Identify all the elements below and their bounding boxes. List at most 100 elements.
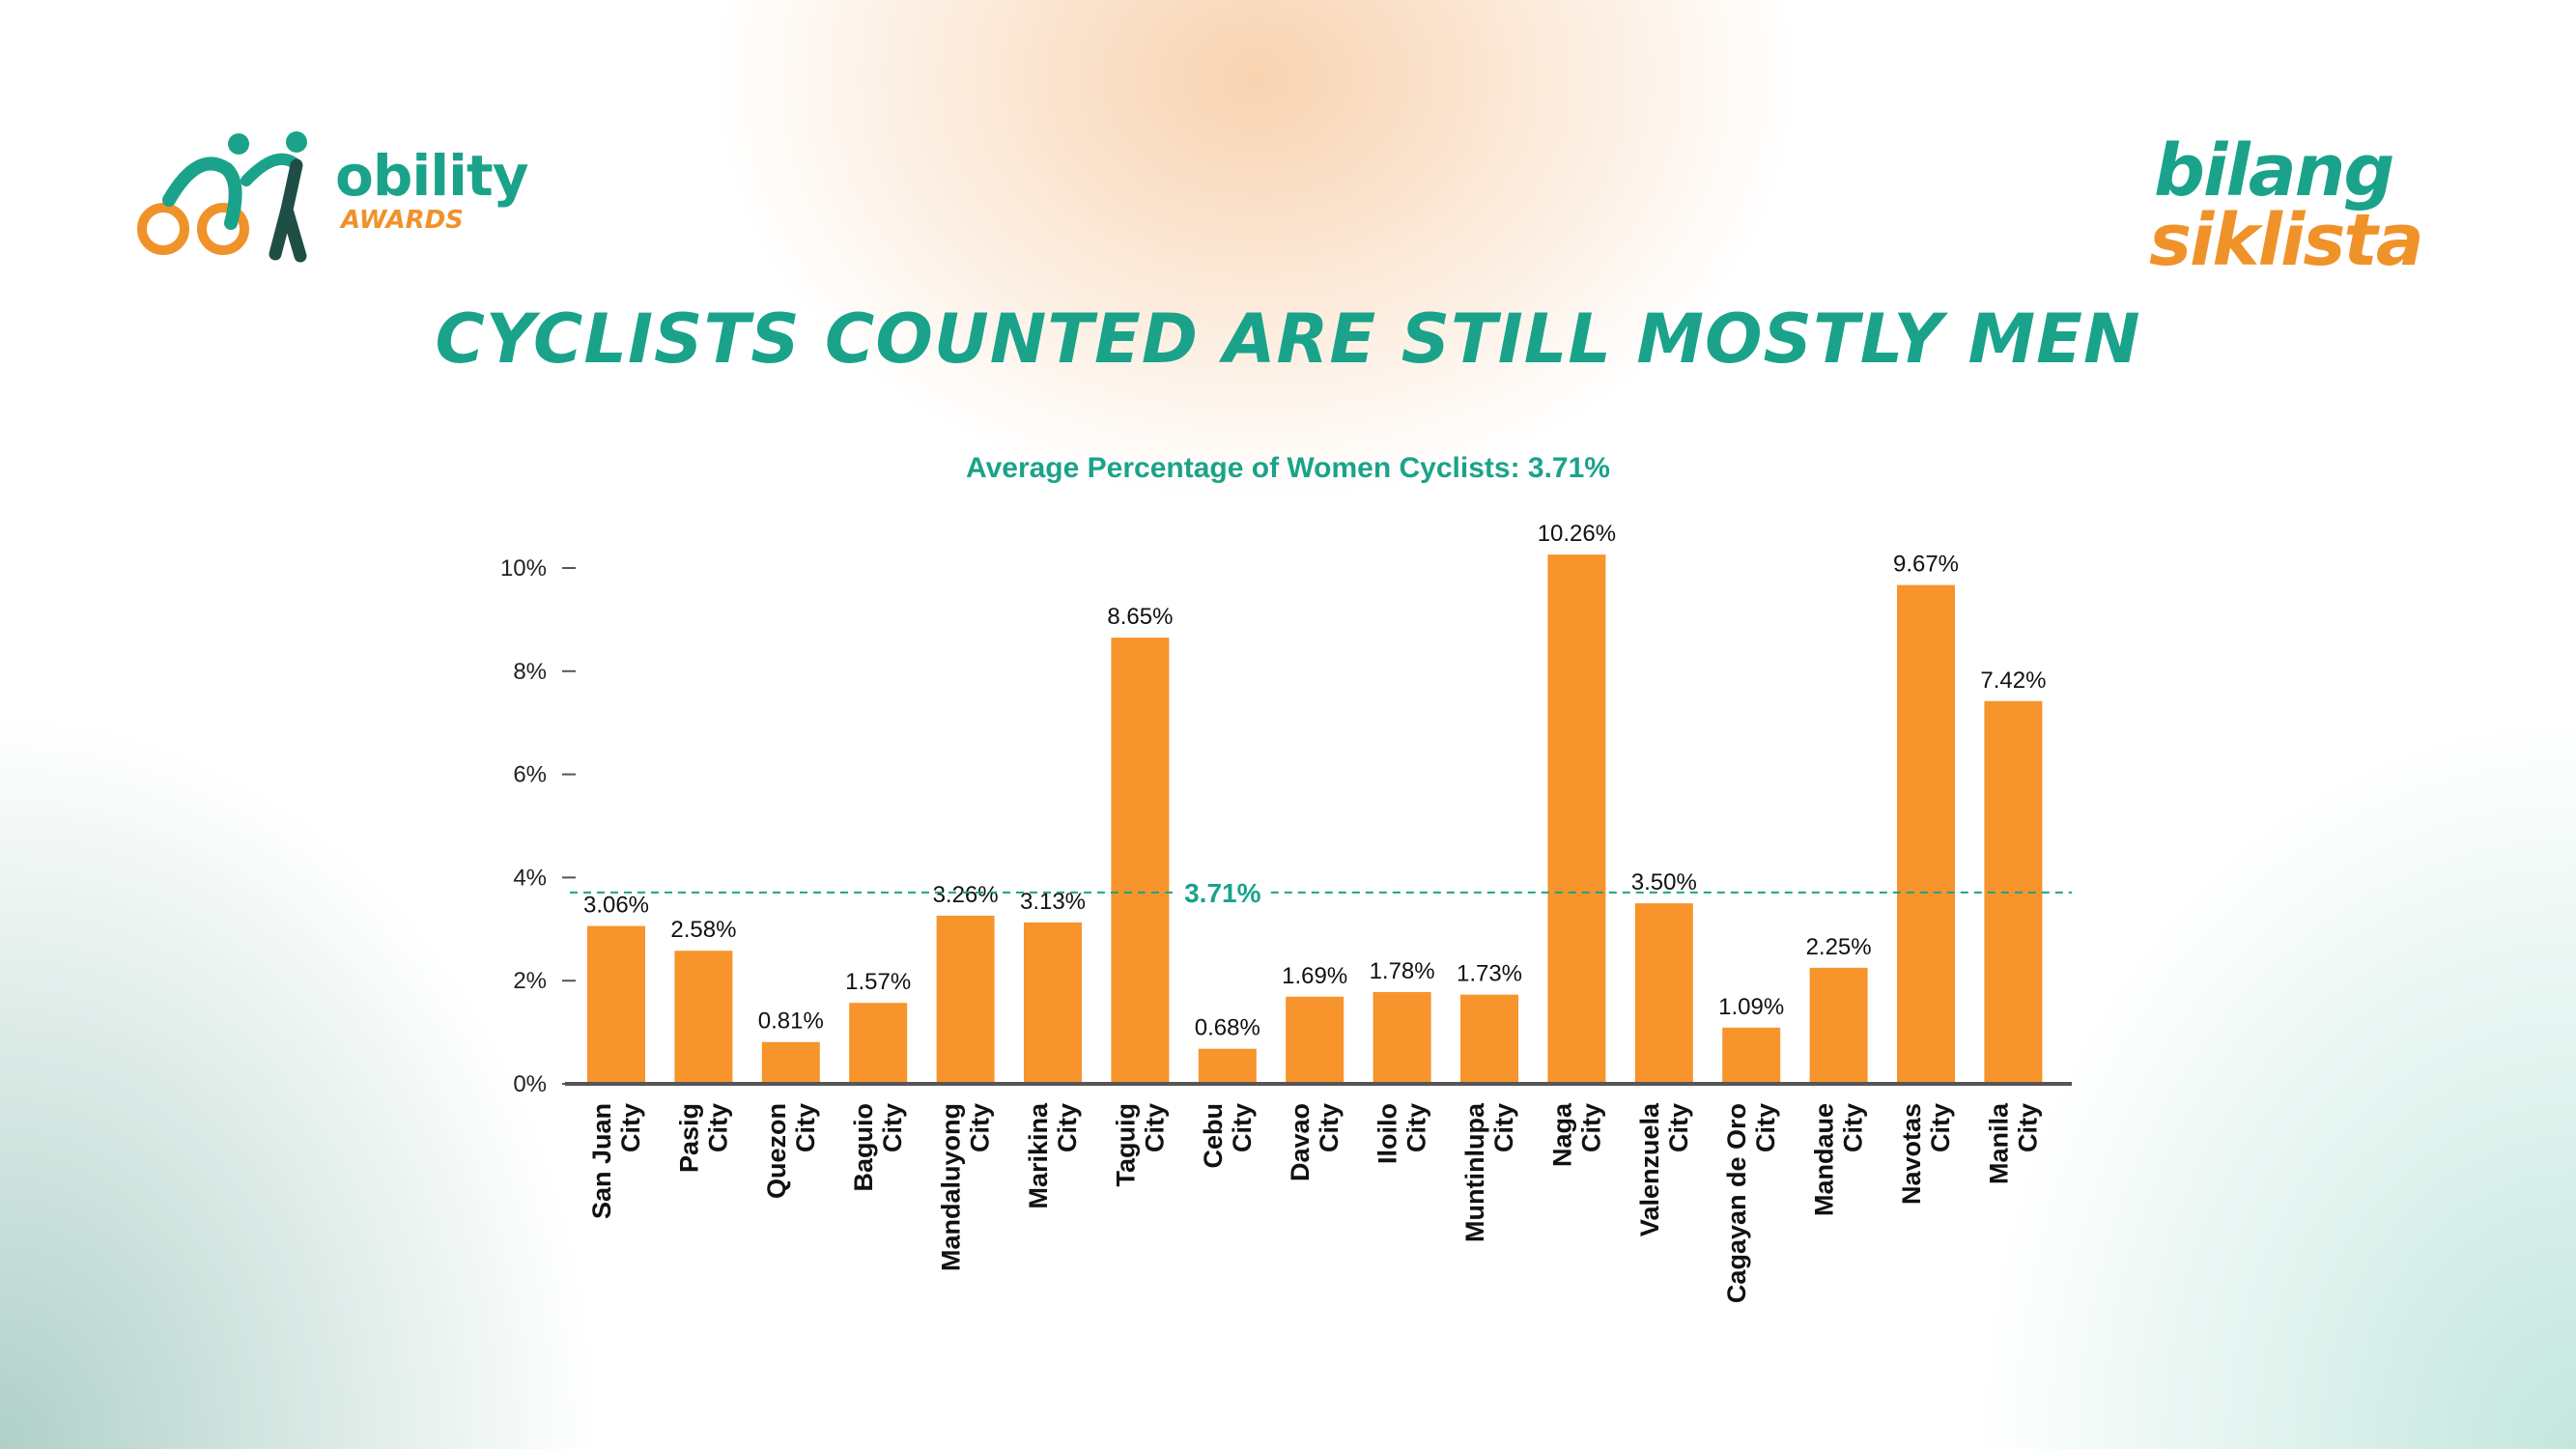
x-category-label-line: City [1664, 1103, 1693, 1152]
bar [1198, 1048, 1257, 1084]
bar-value-label: 0.68% [1195, 1015, 1260, 1041]
x-category-label-line: City [1140, 1103, 1169, 1152]
logo-word: obility [335, 143, 529, 209]
x-category-label-line: City [1751, 1103, 1780, 1152]
x-category-label-line: City [1839, 1103, 1868, 1152]
bar [1460, 994, 1518, 1084]
bar-value-label: 1.69% [1282, 963, 1347, 989]
bar-value-label: 1.57% [845, 969, 911, 995]
bar-value-label: 3.50% [1631, 869, 1697, 895]
bar [587, 925, 645, 1084]
x-category-label-line: City [1576, 1103, 1605, 1152]
bar [1809, 967, 1868, 1084]
bar [849, 1003, 908, 1084]
bilang-siklista-logo: bilang siklista [2139, 135, 2449, 280]
chart-subtitle: Average Percentage of Women Cyclists: 3.… [966, 452, 1610, 484]
x-category-label: Taguig City [1111, 1103, 1169, 1186]
logo-line-2: siklista [2149, 199, 2424, 282]
y-tick-label: 4% [513, 865, 547, 891]
x-category-label: Muntinlupa City [1460, 1102, 1518, 1242]
x-category-label-line: Pasig [674, 1103, 703, 1173]
x-category-label-line: Davao [1286, 1103, 1315, 1181]
x-category-label: Cebu City [1199, 1103, 1257, 1169]
x-category-label: Valenzuela City [1635, 1102, 1693, 1236]
x-category-label-line: Mandaluyong [937, 1103, 966, 1271]
x-category-label-line: Valenzuela [1635, 1102, 1664, 1236]
mobility-figures-icon [137, 131, 307, 263]
x-category-label-line: City [1926, 1103, 1955, 1152]
bar [936, 915, 995, 1084]
x-category-label-line: City [1053, 1103, 1082, 1152]
x-category-label-line: City [616, 1103, 645, 1152]
x-category-label-line: Taguig [1111, 1103, 1140, 1186]
x-category-label-line: City [966, 1103, 995, 1152]
bar [1373, 991, 1431, 1084]
x-category-label-line: City [791, 1103, 820, 1152]
x-category-label-line: Mandaue [1810, 1103, 1839, 1216]
x-category-label-line: Cebu [1199, 1103, 1228, 1169]
bar-value-label: 0.81% [758, 1009, 824, 1035]
x-category-label: San Juan City [587, 1103, 645, 1219]
x-category-label-line: Quezon [762, 1103, 791, 1199]
y-tick-label: 10% [500, 555, 547, 582]
bar-value-label: 7.42% [1980, 668, 2046, 694]
x-category-label-line: City [703, 1103, 732, 1152]
x-category-label-line: Baguio [849, 1103, 878, 1192]
y-tick-label: 0% [513, 1071, 547, 1097]
x-category-label-line: Naga [1547, 1102, 1576, 1167]
bar-value-label: 10.26% [1538, 521, 1616, 547]
x-category-label: Navotas City [1897, 1103, 1955, 1205]
bar [1024, 922, 1082, 1084]
bar [1722, 1027, 1781, 1084]
bar [1547, 554, 1606, 1084]
x-category-label: Davao City [1286, 1103, 1344, 1181]
x-category-label-line: City [2013, 1103, 2042, 1152]
bar [761, 1041, 820, 1084]
x-category-label-line: Cagayan de Oro [1722, 1103, 1751, 1303]
x-category-label: Mandaluyong City [937, 1103, 995, 1271]
bar [1897, 584, 1955, 1084]
x-category-label: Iloilo City [1373, 1103, 1431, 1164]
bar-value-label: 9.67% [1893, 552, 1959, 578]
bar-value-label: 3.06% [583, 893, 649, 919]
bar-value-label: 8.65% [1107, 604, 1173, 630]
y-tick-label: 2% [513, 968, 547, 994]
bar-value-label: 1.78% [1370, 958, 1435, 984]
x-category-label-line: City [1489, 1103, 1518, 1152]
x-category-label: Cagayan de Oro City [1722, 1103, 1780, 1303]
bar-value-label: 1.09% [1718, 994, 1784, 1020]
x-category-label-line: City [1402, 1103, 1431, 1152]
bar-value-label: 3.26% [933, 882, 999, 908]
x-category-label-line: City [1228, 1103, 1257, 1152]
average-label: 3.71% [1184, 878, 1260, 908]
x-category-label-line: Navotas [1897, 1103, 1926, 1205]
page-title: CYCLISTS COUNTED ARE STILL MOSTLY MEN [435, 299, 2141, 379]
x-category-label: Pasig City [674, 1103, 732, 1173]
bar-value-label: 2.58% [670, 917, 736, 943]
x-category-label-line: San Juan [587, 1103, 616, 1219]
bar [674, 951, 733, 1084]
bar-value-label: 2.25% [1806, 934, 1872, 960]
x-category-label: Baguio City [849, 1103, 907, 1192]
logo-subword: AWARDS [341, 206, 464, 235]
x-category-label: Naga City [1547, 1102, 1605, 1167]
logo-line-1: bilang [2154, 129, 2394, 213]
x-category-label-line: Muntinlupa [1460, 1102, 1489, 1242]
bar-value-label: 1.73% [1457, 961, 1522, 987]
x-category-label-line: Manila [1984, 1102, 2013, 1184]
bar [1111, 638, 1170, 1084]
y-tick-label: 6% [513, 762, 547, 788]
x-category-label: Mandaue City [1810, 1103, 1868, 1216]
x-category-label-line: Marikina [1024, 1102, 1053, 1209]
y-tick-label: 8% [513, 659, 547, 685]
x-category-label-line: Iloilo [1373, 1103, 1402, 1164]
mobility-awards-logo: obility AWARDS [130, 130, 529, 275]
x-category-label: Quezon City [762, 1103, 820, 1199]
bar [1286, 996, 1345, 1084]
x-category-label: Marikina City [1024, 1102, 1082, 1209]
x-category-label-line: City [878, 1103, 907, 1152]
bar [1634, 903, 1693, 1084]
x-category-label-line: City [1315, 1103, 1344, 1152]
x-category-label: Manila City [1984, 1102, 2042, 1184]
